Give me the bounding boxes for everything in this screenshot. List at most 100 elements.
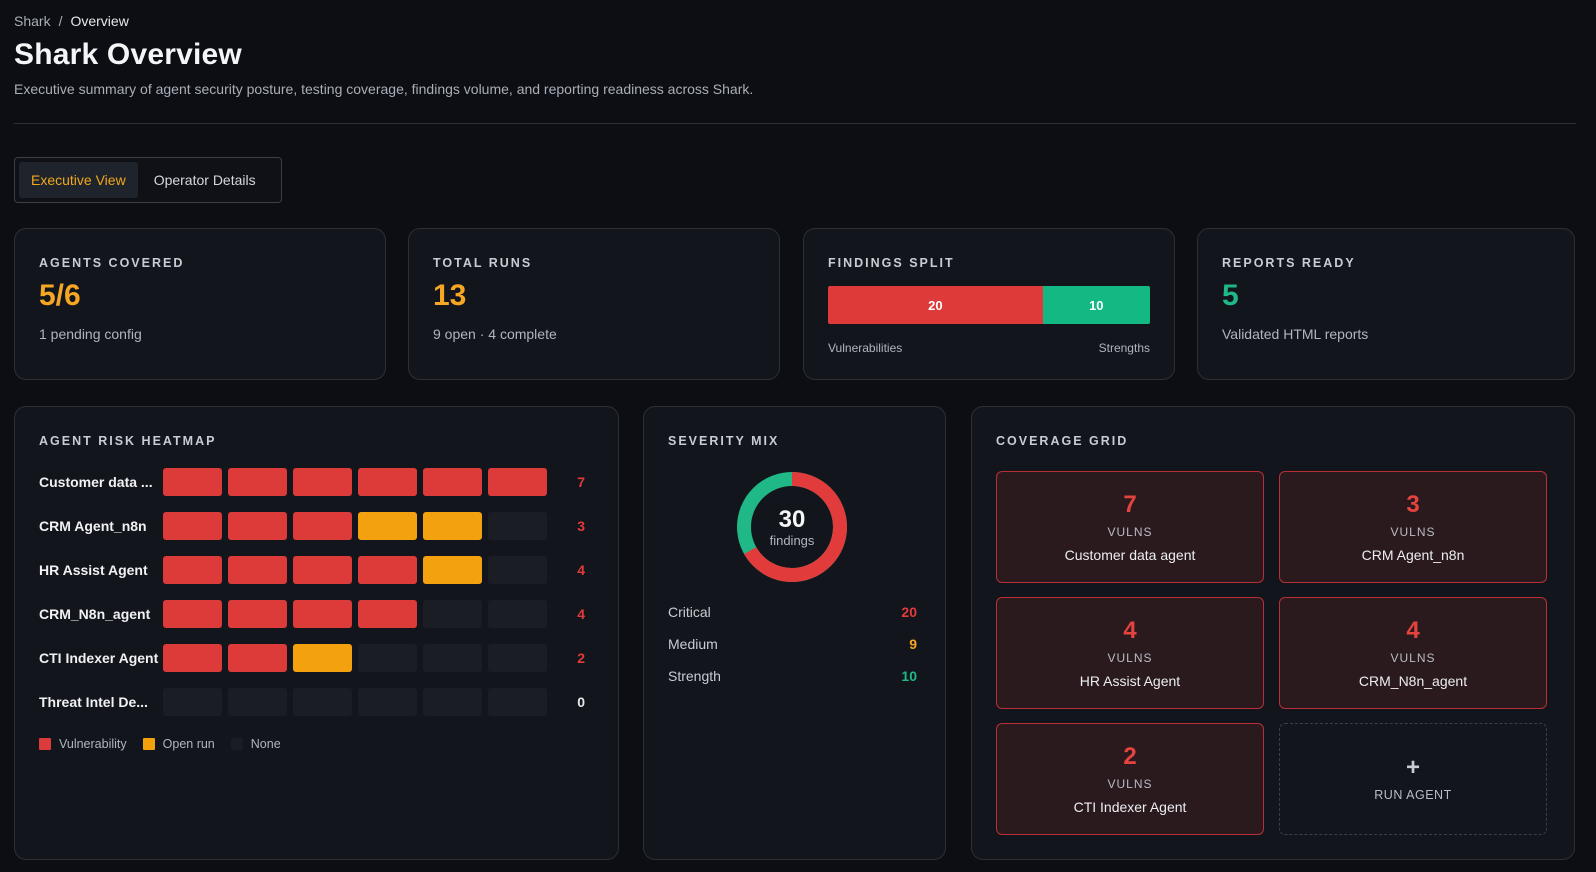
coverage-tile[interactable]: 3 VULNS CRM Agent_n8n — [1279, 471, 1547, 583]
coverage-count: 2 — [1123, 743, 1137, 770]
heatmap-cell-none — [293, 688, 352, 716]
heatmap-row[interactable]: HR Assist Agent 4 — [39, 556, 599, 584]
executive-view-tab[interactable]: Executive View — [19, 162, 138, 198]
heatmap-count: 3 — [577, 518, 585, 534]
heatmap-cell-open — [423, 556, 482, 584]
breadcrumb-separator: / — [58, 13, 63, 29]
coverage-tile[interactable]: 2 VULNS CTI Indexer Agent — [996, 723, 1264, 835]
heatmap-cell-vuln — [228, 512, 287, 540]
findings-split-legend: Vulnerabilities Strengths — [828, 341, 1150, 355]
heatmap-cell-none — [228, 688, 287, 716]
agents-covered-sub: 1 pending config — [39, 326, 142, 342]
breadcrumb: Shark / Overview — [14, 13, 129, 29]
coverage-tile[interactable]: 7 VULNS Customer data agent — [996, 471, 1264, 583]
heatmap-row[interactable]: Customer data ... 7 — [39, 468, 599, 496]
heatmap-cell-vuln — [358, 600, 417, 628]
coverage-tile[interactable]: 4 VULNS HR Assist Agent — [996, 597, 1264, 709]
heatmap-cell-vuln — [358, 468, 417, 496]
plus-icon: + — [1405, 754, 1420, 781]
legend-label: Vulnerability — [59, 737, 127, 751]
card-label: TOTAL RUNS — [433, 256, 533, 270]
coverage-tile[interactable]: 4 VULNS CRM_N8n_agent — [1279, 597, 1547, 709]
coverage-unit: VULNS — [1390, 651, 1436, 665]
heatmap-cell-vuln — [228, 644, 287, 672]
heatmap-cell-vuln — [228, 468, 287, 496]
heatmap-cell-none — [423, 688, 482, 716]
card-label: REPORTS READY — [1222, 256, 1356, 270]
donut-center: 30 findings — [734, 469, 850, 585]
heatmap-cell-vuln — [163, 468, 222, 496]
heatmap-cells — [163, 512, 547, 540]
coverage-count: 4 — [1406, 617, 1420, 644]
coverage-agent-name: CTI Indexer Agent — [1073, 799, 1187, 815]
divider — [14, 123, 1576, 124]
page-subtitle: Executive summary of agent security post… — [14, 81, 754, 97]
heatmap-count: 2 — [577, 650, 585, 666]
vulnerability-swatch — [39, 738, 51, 750]
heatmap-count: 4 — [577, 606, 585, 622]
legend-label: Open run — [162, 737, 215, 751]
heatmap-cell-open — [423, 512, 482, 540]
card-label: SEVERITY MIX — [668, 434, 780, 448]
vulnerabilities-segment: 20 — [828, 286, 1043, 324]
view-toggle: Executive View Operator Details — [14, 157, 282, 203]
coverage-grid-card: COVERAGE GRID 7 VULNS Customer data agen… — [971, 406, 1575, 860]
heatmap-row[interactable]: CRM_N8n_agent 4 — [39, 600, 599, 628]
severity-mix-card: SEVERITY MIX 30 findings Critical 20 Med… — [643, 406, 946, 860]
severity-row-medium: Medium 9 — [668, 636, 917, 652]
heatmap-cell-vuln — [163, 644, 222, 672]
heatmap-agent-name: CRM_N8n_agent — [39, 606, 151, 622]
heatmap-cell-vuln — [228, 556, 287, 584]
heatmap-cell-vuln — [163, 556, 222, 584]
none-swatch — [230, 738, 243, 750]
total-runs-card: TOTAL RUNS 13 9 open · 4 complete — [408, 228, 780, 380]
coverage-unit: VULNS — [1390, 525, 1436, 539]
card-label: FINDINGS SPLIT — [828, 256, 955, 270]
strengths-label: Strengths — [1098, 341, 1150, 355]
coverage-agent-name: HR Assist Agent — [1079, 673, 1181, 689]
heatmap-agent-name: CRM Agent_n8n — [39, 518, 147, 534]
run-agent-label: RUN AGENT — [1374, 788, 1452, 802]
coverage-agent-name: CRM_N8n_agent — [1358, 673, 1468, 689]
coverage-agent-name: CRM Agent_n8n — [1361, 547, 1465, 563]
heatmap-agent-name: HR Assist Agent — [39, 562, 148, 578]
coverage-count: 3 — [1406, 491, 1420, 518]
heatmap-cell-vuln — [293, 600, 352, 628]
run-agent-button[interactable]: + RUN AGENT — [1279, 723, 1547, 835]
heatmap-cells — [163, 468, 547, 496]
heatmap-cells — [163, 600, 547, 628]
heatmap-cell-vuln — [228, 600, 287, 628]
heatmap-cell-vuln — [358, 556, 417, 584]
donut-total: 30 — [778, 505, 806, 533]
page-title: Shark Overview — [14, 38, 242, 71]
heatmap-cell-vuln — [163, 512, 222, 540]
card-label: AGENTS COVERED — [39, 256, 185, 270]
total-runs-value: 13 — [433, 279, 467, 312]
heatmap-count: 4 — [577, 562, 585, 578]
heatmap-cell-vuln — [163, 600, 222, 628]
card-label: COVERAGE GRID — [996, 434, 1129, 448]
heatmap-row[interactable]: CTI Indexer Agent 2 — [39, 644, 599, 672]
severity-name: Strength — [668, 668, 721, 684]
heatmap-count: 7 — [577, 474, 585, 490]
findings-split-card: FINDINGS SPLIT 20 10 Vulnerabilities Str… — [803, 228, 1175, 380]
reports-ready-sub: Validated HTML reports — [1222, 326, 1369, 342]
severity-donut: 30 findings — [734, 469, 850, 585]
heatmap-cells — [163, 556, 547, 584]
severity-name: Critical — [668, 604, 711, 620]
heatmap-cells — [163, 688, 547, 716]
reports-ready-value: 5 — [1222, 279, 1239, 312]
heatmap-cell-none — [163, 688, 222, 716]
heatmap-agent-name: Customer data ... — [39, 474, 153, 490]
heatmap-cell-vuln — [488, 468, 547, 496]
total-runs-sub: 9 open · 4 complete — [433, 326, 557, 342]
heatmap-cell-vuln — [293, 512, 352, 540]
breadcrumb-root[interactable]: Shark — [14, 13, 51, 29]
open-run-swatch — [142, 738, 155, 750]
operator-details-tab[interactable]: Operator Details — [153, 172, 256, 188]
coverage-unit: VULNS — [1107, 651, 1153, 665]
heatmap-row[interactable]: CRM Agent_n8n 3 — [39, 512, 599, 540]
heatmap-row[interactable]: Threat Intel De... 0 — [39, 688, 599, 716]
severity-row-critical: Critical 20 — [668, 604, 917, 620]
heatmap-cell-none — [488, 644, 547, 672]
